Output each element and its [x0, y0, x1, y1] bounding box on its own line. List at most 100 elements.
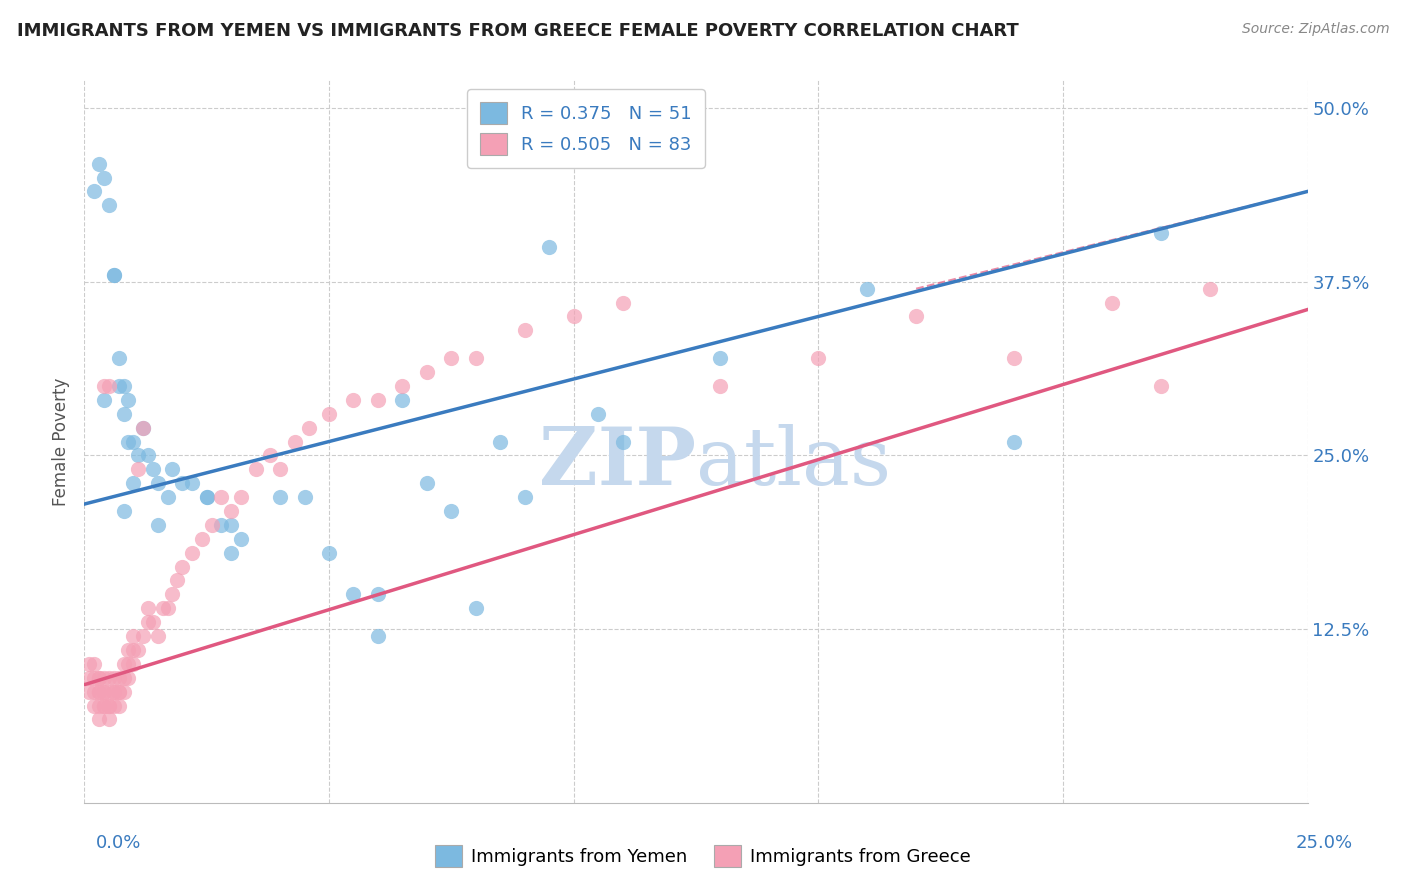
Point — [245, 462, 267, 476]
Point — [172, 559, 194, 574]
Point — [136, 601, 159, 615]
Point — [342, 587, 364, 601]
Point — [195, 490, 218, 504]
Point — [117, 392, 139, 407]
Point — [97, 671, 120, 685]
Point — [391, 379, 413, 393]
Point — [122, 657, 145, 671]
Point — [122, 643, 145, 657]
Point — [612, 434, 634, 449]
Point — [93, 684, 115, 698]
Point — [156, 601, 179, 615]
Point — [367, 587, 389, 601]
Text: ZIP: ZIP — [538, 425, 696, 502]
Text: IMMIGRANTS FROM YEMEN VS IMMIGRANTS FROM GREECE FEMALE POVERTY CORRELATION CHART: IMMIGRANTS FROM YEMEN VS IMMIGRANTS FROM… — [17, 22, 1018, 40]
Point — [103, 684, 125, 698]
Point — [103, 684, 125, 698]
Point — [146, 517, 169, 532]
Point — [136, 449, 159, 463]
Point — [107, 379, 129, 393]
Point — [318, 407, 340, 421]
Point — [229, 532, 252, 546]
Point — [112, 684, 135, 698]
Point — [117, 643, 139, 657]
Point — [162, 587, 184, 601]
Point — [132, 420, 155, 434]
Point — [103, 671, 125, 685]
Point — [152, 601, 174, 615]
Point — [107, 671, 129, 685]
Point — [562, 310, 585, 324]
Point — [612, 295, 634, 310]
Point — [117, 671, 139, 685]
Point — [83, 684, 105, 698]
Point — [269, 462, 291, 476]
Point — [112, 504, 135, 518]
Point — [87, 684, 110, 698]
Point — [93, 392, 115, 407]
Point — [97, 684, 120, 698]
Point — [195, 490, 218, 504]
Point — [513, 323, 536, 337]
Point — [127, 449, 149, 463]
Point — [97, 713, 120, 727]
Point — [107, 684, 129, 698]
Text: atlas: atlas — [696, 425, 891, 502]
Point — [440, 351, 463, 366]
Point — [284, 434, 307, 449]
Point — [209, 517, 232, 532]
Point — [367, 392, 389, 407]
Point — [117, 657, 139, 671]
Point — [132, 629, 155, 643]
Point — [93, 684, 115, 698]
Point — [367, 629, 389, 643]
Point — [259, 449, 281, 463]
Point — [83, 671, 105, 685]
Point — [219, 546, 242, 560]
Point — [146, 476, 169, 491]
Point — [83, 657, 105, 671]
Point — [856, 282, 879, 296]
Point — [87, 684, 110, 698]
Point — [146, 629, 169, 643]
Point — [87, 671, 110, 685]
Point — [122, 434, 145, 449]
Point — [191, 532, 214, 546]
Point — [77, 671, 100, 685]
Point — [77, 657, 100, 671]
Point — [112, 379, 135, 393]
Point — [93, 379, 115, 393]
Point — [93, 671, 115, 685]
Point — [269, 490, 291, 504]
Point — [122, 476, 145, 491]
Point — [709, 379, 731, 393]
Point — [1002, 351, 1025, 366]
Point — [142, 615, 165, 630]
Legend: Immigrants from Yemen, Immigrants from Greece: Immigrants from Yemen, Immigrants from G… — [427, 838, 979, 874]
Point — [229, 490, 252, 504]
Point — [132, 420, 155, 434]
Point — [1150, 226, 1173, 240]
Point — [83, 185, 105, 199]
Point — [1150, 379, 1173, 393]
Point — [391, 392, 413, 407]
Point — [489, 434, 512, 449]
Point — [93, 170, 115, 185]
Point — [807, 351, 830, 366]
Point — [112, 407, 135, 421]
Point — [83, 698, 105, 713]
Point — [166, 574, 188, 588]
Point — [209, 490, 232, 504]
Point — [127, 643, 149, 657]
Point — [1002, 434, 1025, 449]
Point — [97, 698, 120, 713]
Point — [586, 407, 609, 421]
Point — [93, 698, 115, 713]
Point — [87, 156, 110, 170]
Point — [87, 671, 110, 685]
Point — [172, 476, 194, 491]
Point — [156, 490, 179, 504]
Point — [122, 629, 145, 643]
Y-axis label: Female Poverty: Female Poverty — [52, 377, 70, 506]
Point — [107, 351, 129, 366]
